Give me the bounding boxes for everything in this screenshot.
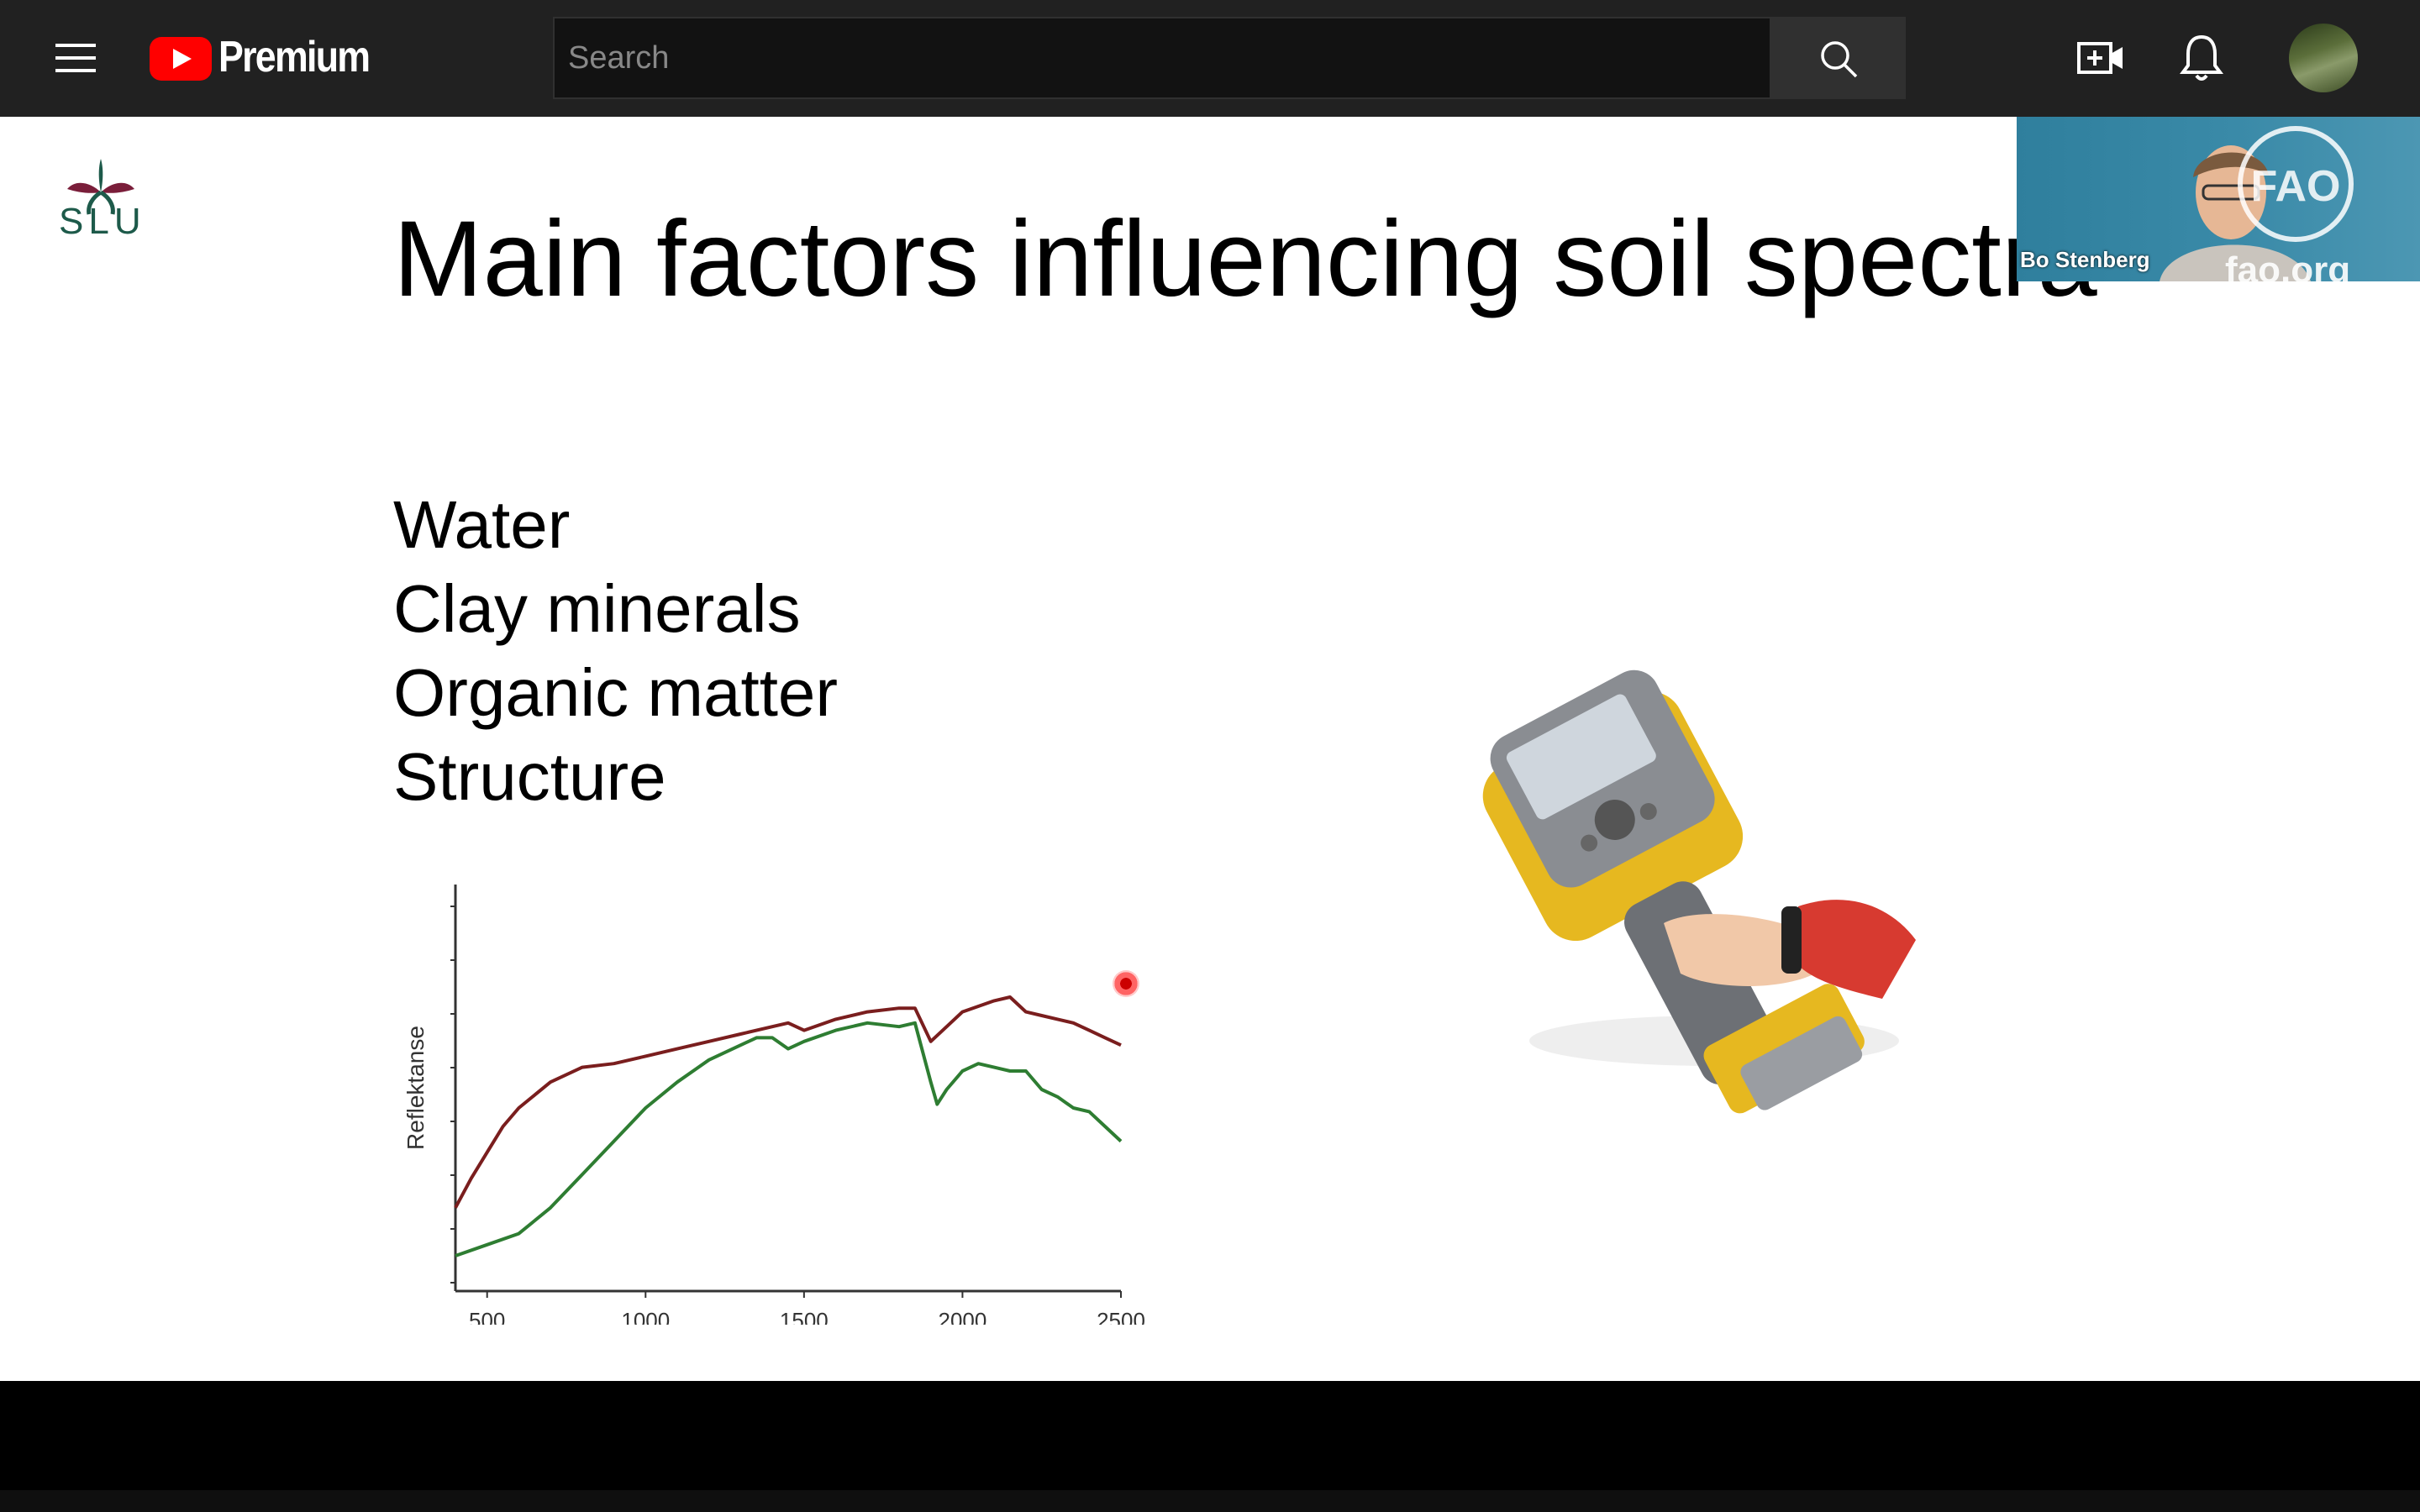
- search-icon: [1821, 41, 1858, 78]
- search-input[interactable]: [555, 18, 1770, 97]
- top-bar: Premium: [0, 0, 2420, 117]
- factor-item: Organic matter: [393, 655, 839, 730]
- slu-logo-icon: [67, 159, 134, 215]
- speaker-video-image: FAO: [2160, 126, 2354, 281]
- bell-icon: [2180, 34, 2223, 81]
- x-tick-label: 2500: [1097, 1308, 1145, 1325]
- x-tick-label: 2000: [939, 1308, 987, 1325]
- video-player[interactable]: SLU Main factors influencing soil spectr…: [0, 117, 2420, 1381]
- search-button[interactable]: [1771, 17, 1906, 99]
- video-camera-add-icon: [2077, 42, 2123, 74]
- factor-item: Clay minerals: [393, 571, 801, 646]
- notifications-button[interactable]: [2175, 30, 2228, 86]
- search-box: [553, 17, 1771, 99]
- hamburger-menu-icon[interactable]: [42, 30, 109, 86]
- speaker-webcam-overlay: FAO fao.org Bo Stenberg: [2017, 117, 2420, 281]
- fao-url-text: fao.org: [2225, 249, 2351, 281]
- reflectance-chart: Reflektanse 500 1000 1500 2000 2500: [402, 885, 1145, 1325]
- y-axis-label: Reflektanse: [402, 1026, 429, 1150]
- x-tick-label: 1000: [621, 1308, 670, 1325]
- create-video-button[interactable]: [2074, 32, 2128, 86]
- svg-text:FAO: FAO: [2251, 162, 2341, 211]
- x-tick-label: 500: [469, 1308, 505, 1325]
- slide-title: Main factors influencing soil spectra: [393, 199, 2097, 319]
- logo-text: Premium: [218, 33, 371, 81]
- page-bottom-strip: [0, 1490, 2420, 1512]
- x-tick-label: 1500: [780, 1308, 829, 1325]
- user-avatar[interactable]: [2289, 24, 2358, 92]
- handheld-spectrometer-image: [1482, 669, 1916, 1114]
- factor-item: Structure: [393, 739, 666, 814]
- speaker-name-label: Bo Stenberg: [2020, 247, 2150, 272]
- factor-item: Water: [393, 487, 571, 562]
- spectrum-line-1: [454, 995, 1122, 1209]
- youtube-play-icon: [150, 37, 212, 81]
- slu-logo-text: SLU: [59, 201, 146, 242]
- laser-pointer-dot: [1113, 970, 1139, 997]
- spectrum-line-2: [455, 1021, 1123, 1257]
